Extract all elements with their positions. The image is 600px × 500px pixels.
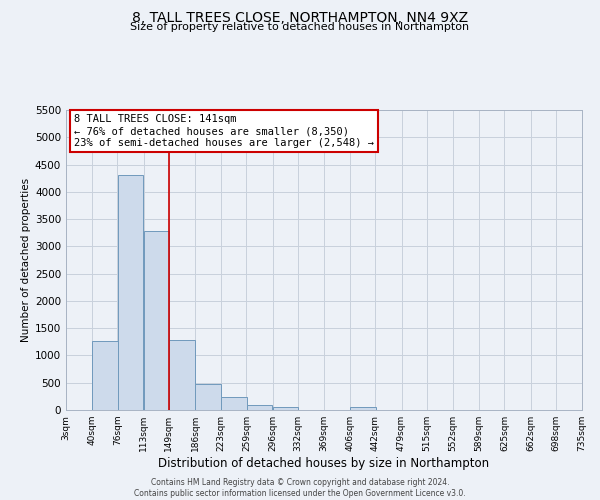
Bar (144, 231, 169, 410)
Text: Size of property relative to detached houses in Northampton: Size of property relative to detached ho… (130, 22, 470, 32)
Text: 8, TALL TREES CLOSE, NORTHAMPTON, NN4 9XZ: 8, TALL TREES CLOSE, NORTHAMPTON, NN4 9X… (132, 11, 468, 25)
Bar (195, 384, 221, 410)
Bar (92, 340, 118, 410)
Text: 8 TALL TREES CLOSE: 141sqm
← 76% of detached houses are smaller (8,350)
23% of s: 8 TALL TREES CLOSE: 141sqm ← 76% of deta… (74, 114, 374, 148)
Bar (247, 405, 272, 410)
Bar (118, 176, 143, 410)
Bar (169, 340, 195, 410)
Text: Contains HM Land Registry data © Crown copyright and database right 2024.
Contai: Contains HM Land Registry data © Crown c… (134, 478, 466, 498)
Bar (350, 406, 376, 410)
Y-axis label: Number of detached properties: Number of detached properties (21, 178, 31, 342)
Bar (221, 398, 247, 410)
X-axis label: Distribution of detached houses by size in Northampton: Distribution of detached houses by size … (158, 457, 490, 470)
Bar (273, 406, 298, 410)
